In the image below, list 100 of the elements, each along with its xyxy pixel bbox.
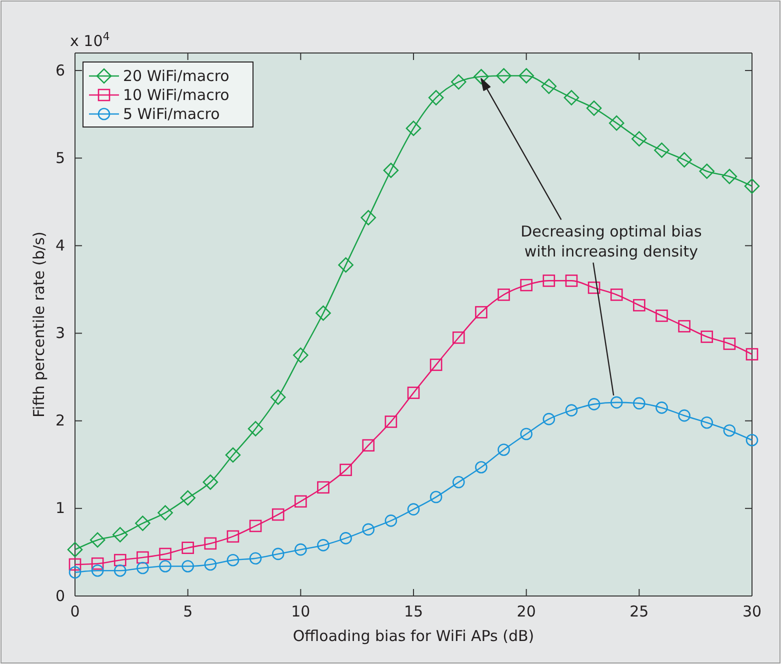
point xyxy=(407,386,420,399)
point xyxy=(180,490,196,506)
point xyxy=(744,178,760,194)
point xyxy=(272,548,284,560)
point xyxy=(91,557,104,570)
point xyxy=(656,310,668,322)
y-tick-label: 4 xyxy=(55,236,65,254)
point xyxy=(475,306,488,318)
point xyxy=(383,162,399,178)
point xyxy=(654,142,670,158)
x-axis-title: Offloading bias for WiFi APs (dB) xyxy=(292,627,534,645)
point xyxy=(158,505,173,520)
annotation: Decreasing optimal bias with increasing density xyxy=(520,222,702,261)
text: x 10$^{4}$ xyxy=(70,30,110,50)
point xyxy=(360,210,376,226)
point xyxy=(67,542,83,558)
point xyxy=(293,348,308,363)
y-tick-label: 3 xyxy=(55,324,65,342)
x-tick-label: 10 xyxy=(291,602,310,621)
point xyxy=(68,566,82,579)
point xyxy=(699,164,715,179)
point xyxy=(91,564,104,577)
point xyxy=(136,551,149,564)
point xyxy=(633,397,646,410)
point xyxy=(678,320,690,332)
point xyxy=(450,74,466,90)
point xyxy=(474,68,489,84)
point xyxy=(452,331,465,344)
legend-label: 10 WiFi/macro xyxy=(123,86,230,104)
point xyxy=(114,564,126,577)
x-tick-label: 20 xyxy=(516,602,536,621)
point xyxy=(338,257,354,273)
point xyxy=(202,474,218,490)
point xyxy=(676,152,692,168)
point xyxy=(542,412,556,426)
legend-label: 20 WiFi/macro xyxy=(123,67,230,85)
legend-label: 5 WiFi/macro xyxy=(123,105,220,123)
point xyxy=(159,560,172,572)
point xyxy=(700,330,714,343)
point xyxy=(498,444,510,456)
point xyxy=(746,348,758,360)
point xyxy=(294,495,307,508)
point xyxy=(270,390,286,405)
point xyxy=(136,562,149,574)
point xyxy=(610,396,623,409)
y-tick-label: 1 xyxy=(55,499,65,518)
point xyxy=(520,278,532,292)
point xyxy=(610,288,623,301)
point xyxy=(406,120,422,136)
point xyxy=(407,503,420,516)
point xyxy=(362,523,375,536)
point xyxy=(112,527,128,542)
point xyxy=(249,520,262,532)
point xyxy=(586,100,602,116)
point xyxy=(565,274,578,287)
point xyxy=(632,131,647,146)
point xyxy=(384,514,398,527)
point xyxy=(452,476,465,488)
x-tick-label: 30 xyxy=(742,602,762,621)
point xyxy=(362,439,375,452)
point xyxy=(656,402,668,414)
point xyxy=(225,447,241,463)
x-tick-label: 0 xyxy=(70,602,80,621)
point xyxy=(340,532,352,544)
point xyxy=(723,338,736,350)
point xyxy=(588,398,600,410)
point xyxy=(700,416,714,429)
point xyxy=(722,168,738,184)
point xyxy=(159,548,172,560)
point xyxy=(204,537,217,550)
point xyxy=(182,542,194,554)
point xyxy=(633,299,646,312)
y-tick-label: 5 xyxy=(55,148,65,167)
point xyxy=(564,90,580,106)
point xyxy=(518,68,534,84)
point xyxy=(430,490,442,504)
point xyxy=(542,274,556,287)
point xyxy=(496,68,512,84)
y-tick-label: 0 xyxy=(55,586,65,605)
point xyxy=(541,78,557,94)
x-tick-label: 25 xyxy=(630,602,649,621)
point xyxy=(248,421,264,436)
point xyxy=(520,428,532,440)
point xyxy=(114,554,126,566)
point xyxy=(475,461,488,474)
point xyxy=(498,288,510,301)
point xyxy=(182,560,194,572)
point xyxy=(340,464,352,476)
y-tick-label: 6 xyxy=(55,61,65,80)
point xyxy=(90,532,106,548)
point xyxy=(249,552,262,564)
point xyxy=(316,305,331,321)
y-axis-title: Fifth percentile rate (b/s) xyxy=(30,232,48,418)
point xyxy=(272,508,284,521)
x-tick-label: 5 xyxy=(183,602,193,621)
point xyxy=(317,481,330,494)
point xyxy=(294,543,307,556)
point xyxy=(678,409,690,422)
y-tick-label: 2 xyxy=(55,412,65,430)
point xyxy=(565,404,578,416)
